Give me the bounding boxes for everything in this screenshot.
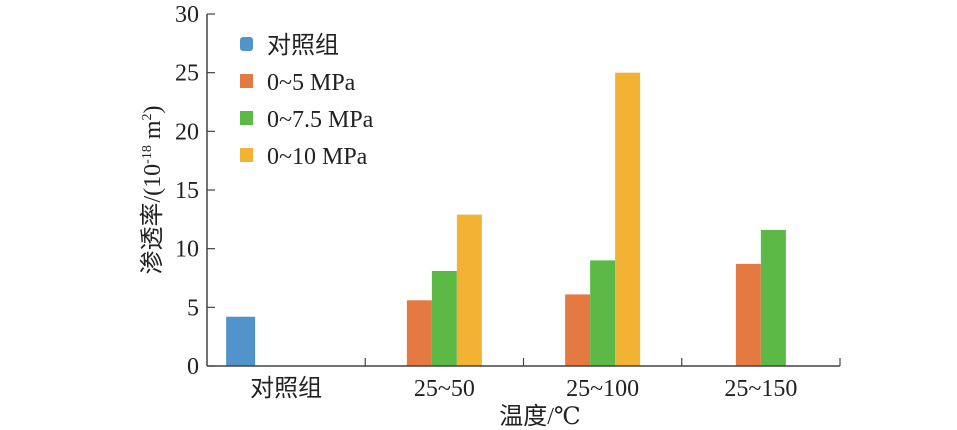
legend-label: 0~5 MPa — [267, 70, 356, 96]
legend-label: 0~10 MPa — [267, 144, 368, 170]
y-tick-label: 5 — [187, 295, 199, 321]
bar-0-0 — [226, 316, 256, 366]
legend-swatch — [240, 74, 253, 88]
legend-swatch — [240, 37, 253, 51]
y-axis-label: 渗透率/(10-18 m2) — [139, 105, 166, 274]
legend-swatch — [240, 111, 253, 125]
x-tick-label: 25~50 — [414, 376, 475, 402]
bar-1-2 — [565, 294, 591, 366]
x-ticks: 对照组 25~50 25~100 25~150 — [250, 358, 841, 402]
bar-3-1 — [456, 214, 482, 366]
bar-1-3 — [735, 263, 761, 366]
x-tick-label: 25~150 — [724, 376, 797, 402]
legend-label: 对照组 — [267, 32, 339, 59]
y-tick-label: 15 — [175, 178, 199, 204]
x-tick-label: 25~100 — [566, 376, 639, 402]
bar-2-2 — [590, 260, 616, 366]
bar-2-1 — [431, 270, 457, 366]
y-tick-label: 30 — [175, 2, 199, 28]
legend-swatch — [240, 148, 253, 162]
bars — [226, 72, 786, 367]
x-tick-label: 对照组 — [250, 375, 322, 402]
legend-label: 0~7.5 MPa — [267, 107, 374, 133]
y-ticks: 0 5 10 15 20 25 30 — [175, 2, 215, 380]
bar-1-1 — [406, 300, 432, 366]
y-tick-label: 10 — [175, 237, 199, 263]
x-axis-label: 温度/℃ — [499, 403, 581, 430]
bar-2-3 — [760, 229, 786, 366]
legend: 对照组 0~5 MPa 0~7.5 MPa 0~10 MPa — [240, 32, 374, 170]
y-tick-label: 0 — [187, 354, 199, 380]
y-tick-label: 20 — [175, 119, 199, 145]
bar-3-2 — [615, 72, 641, 367]
y-tick-label: 25 — [175, 61, 199, 87]
